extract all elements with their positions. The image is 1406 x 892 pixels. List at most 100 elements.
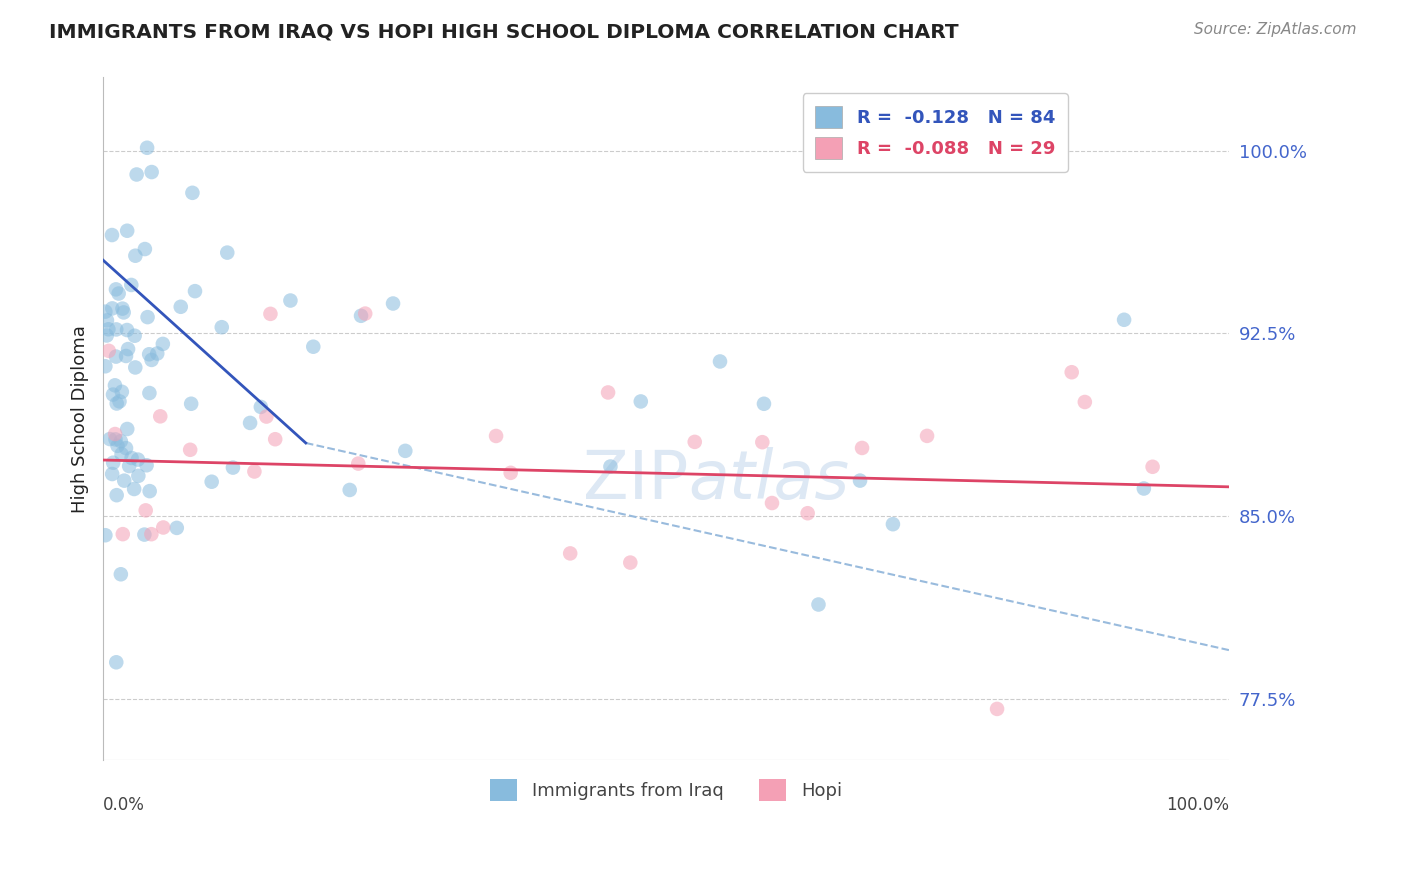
Point: [751, 435, 773, 450]
Text: Source: ZipAtlas.com: Source: ZipAtlas.com: [1194, 22, 1357, 37]
Point: [149, 409, 172, 424]
Point: [111, 527, 134, 541]
Point: [108, 394, 131, 409]
Point: [134, 242, 156, 256]
Legend: Immigrants from Iraq, Hopi: Immigrants from Iraq, Hopi: [479, 768, 853, 812]
Point: [105, 396, 128, 410]
Point: [112, 305, 135, 319]
Point: [339, 483, 361, 497]
Point: [125, 168, 148, 182]
Text: 0.0%: 0.0%: [103, 797, 145, 814]
Point: [134, 527, 156, 541]
Point: [104, 427, 127, 442]
Point: [104, 433, 127, 447]
Point: [110, 567, 132, 582]
Point: [101, 456, 124, 470]
Point: [347, 457, 370, 471]
Point: [98, 432, 121, 446]
Point: [250, 400, 273, 414]
Point: [124, 360, 146, 375]
Point: [101, 467, 124, 481]
Point: [101, 301, 124, 316]
Point: [849, 474, 872, 488]
Point: [127, 468, 149, 483]
Point: [122, 482, 145, 496]
Point: [201, 475, 224, 489]
Point: [97, 343, 120, 358]
Point: [596, 385, 619, 400]
Point: [135, 503, 157, 517]
Point: [382, 296, 405, 310]
Point: [105, 655, 128, 669]
Point: [107, 439, 129, 453]
Point: [485, 429, 508, 443]
Point: [94, 528, 117, 542]
Point: [882, 517, 904, 532]
Point: [111, 301, 134, 316]
Point: [135, 458, 157, 473]
Point: [599, 459, 621, 474]
Point: [94, 359, 117, 374]
Point: [104, 282, 127, 296]
Point: [986, 702, 1008, 716]
Point: [115, 422, 138, 436]
Point: [96, 313, 118, 327]
Point: [107, 286, 129, 301]
Point: [1133, 482, 1156, 496]
Point: [94, 304, 117, 318]
Point: [101, 387, 124, 401]
Point: [709, 354, 731, 368]
Point: [217, 245, 239, 260]
Point: [136, 141, 159, 155]
Point: [222, 460, 245, 475]
Point: [394, 443, 416, 458]
Point: [105, 322, 128, 336]
Point: [752, 397, 775, 411]
Point: [118, 458, 141, 473]
Point: [138, 484, 160, 499]
Point: [1074, 395, 1097, 409]
Point: [166, 521, 188, 535]
Point: [239, 416, 262, 430]
Point: [1112, 312, 1135, 326]
Point: [146, 346, 169, 360]
Point: [136, 310, 159, 325]
Point: [138, 347, 160, 361]
Point: [115, 323, 138, 337]
Point: [115, 224, 138, 238]
Text: IMMIGRANTS FROM IRAQ VS HOPI HIGH SCHOOL DIPLOMA CORRELATION CHART: IMMIGRANTS FROM IRAQ VS HOPI HIGH SCHOOL…: [49, 22, 959, 41]
Point: [796, 506, 818, 520]
Point: [1142, 459, 1164, 474]
Point: [120, 277, 142, 292]
Point: [141, 352, 163, 367]
Point: [127, 452, 149, 467]
Point: [97, 322, 120, 336]
Point: [264, 432, 287, 446]
Point: [254, 409, 277, 424]
Point: [115, 441, 138, 455]
Point: [354, 307, 377, 321]
Point: [105, 488, 128, 502]
Point: [280, 293, 302, 308]
Point: [851, 441, 873, 455]
Point: [96, 328, 118, 343]
Point: [170, 300, 193, 314]
Text: 100.0%: 100.0%: [1166, 797, 1229, 814]
Point: [115, 349, 138, 363]
Point: [104, 350, 127, 364]
Point: [110, 447, 132, 461]
Text: atlas: atlas: [689, 447, 849, 513]
Point: [112, 474, 135, 488]
Y-axis label: High School Diploma: High School Diploma: [72, 325, 89, 513]
Point: [117, 342, 139, 356]
Point: [243, 465, 266, 479]
Point: [121, 450, 143, 465]
Point: [1060, 365, 1083, 379]
Point: [124, 249, 146, 263]
Point: [138, 386, 160, 401]
Point: [184, 284, 207, 298]
Point: [152, 520, 174, 534]
Point: [499, 466, 522, 480]
Point: [180, 397, 202, 411]
Point: [141, 165, 163, 179]
